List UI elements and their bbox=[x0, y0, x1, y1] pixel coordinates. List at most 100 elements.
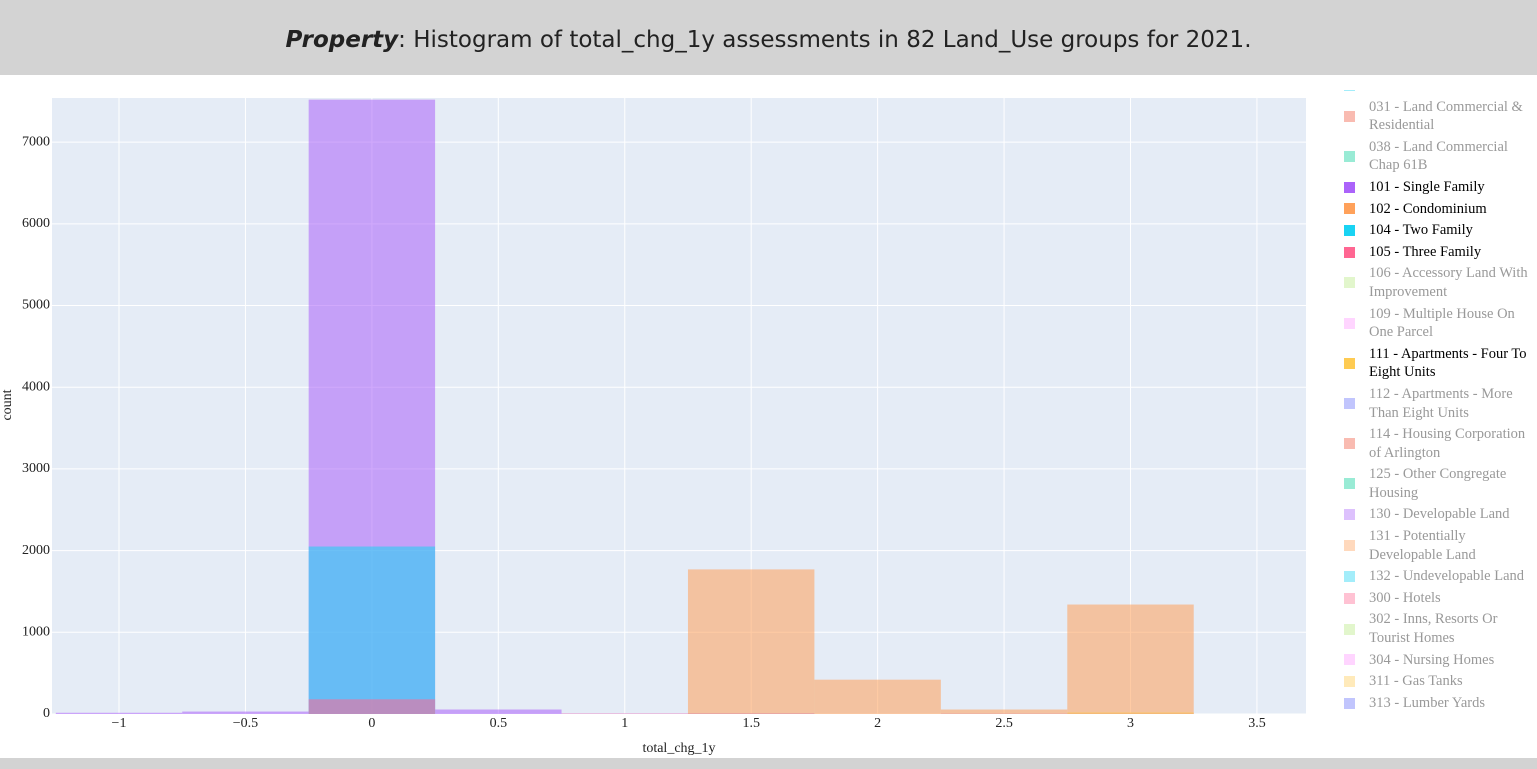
legend-item[interactable]: 300 - Hotels bbox=[1336, 589, 1536, 608]
legend-item[interactable]: 111 - Apartments - Four To Eight Units bbox=[1336, 345, 1536, 382]
legend-item[interactable]: 102 - Condominium bbox=[1336, 200, 1536, 219]
legend-item[interactable]: 302 - Inns, Resorts Or Tourist Homes bbox=[1336, 610, 1536, 647]
legend-item[interactable]: 105 - Three Family bbox=[1336, 243, 1536, 262]
x-tick-label: 3 bbox=[1127, 716, 1134, 731]
footer-bar bbox=[0, 758, 1537, 769]
y-tick-label: 6000 bbox=[22, 216, 50, 231]
legend-label: 130 - Developable Land bbox=[1369, 506, 1510, 523]
legend-marker bbox=[1344, 438, 1355, 450]
legend-label: 302 - Inns, Resorts Or Tourist Homes bbox=[1369, 611, 1498, 647]
x-axis-title: total_chg_1y bbox=[642, 741, 715, 756]
bar bbox=[814, 679, 941, 714]
bar bbox=[55, 712, 183, 714]
y-tick-label: 2000 bbox=[22, 543, 50, 558]
legend-item[interactable]: 132 - Undevelopable Land bbox=[1336, 567, 1536, 586]
legend-label: 038 - Land Commercial Chap 61B bbox=[1369, 138, 1508, 174]
legend-item[interactable]: 131 - Potentially Developable Land bbox=[1336, 527, 1536, 564]
x-tick-label: −0.5 bbox=[233, 716, 258, 731]
legend-marker bbox=[1344, 181, 1355, 193]
bar bbox=[687, 569, 815, 714]
x-tick-label: −1 bbox=[112, 716, 127, 731]
legend-item[interactable]: 311 - Gas Tanks bbox=[1336, 672, 1536, 691]
legend-marker bbox=[1344, 592, 1355, 604]
legend-item[interactable]: 106 - Accessory Land With Improvement bbox=[1336, 264, 1536, 301]
legend-marker bbox=[1344, 697, 1355, 709]
legend-label: 304 - Nursing Homes bbox=[1369, 651, 1495, 668]
legend-marker bbox=[1344, 224, 1355, 236]
legend-label: 131 - Potentially Developable Land bbox=[1369, 528, 1476, 563]
legend-marker bbox=[1344, 654, 1355, 666]
y-tick-label: 5000 bbox=[22, 298, 50, 313]
legend-label: 112 - Apartments - More Than Eight Units bbox=[1369, 385, 1513, 421]
header: Property: Histogram of total_chg_1y asse… bbox=[0, 0, 1537, 75]
legend-item[interactable]: 313 - Lumber Yards bbox=[1336, 694, 1536, 713]
bar bbox=[308, 546, 436, 714]
legend-marker bbox=[1344, 110, 1355, 122]
legend-label: 114 - Housing Corporation of Arlington bbox=[1369, 426, 1526, 461]
x-tick-label: 0.5 bbox=[490, 716, 508, 731]
y-tick-label: 1000 bbox=[22, 625, 50, 640]
chart-title: : Histogram of total_chg_1y assessments … bbox=[398, 27, 1252, 53]
legend-label: 125 - Other Congregate Housing bbox=[1369, 466, 1507, 501]
legend-label: 132 - Undevelopable Land bbox=[1369, 568, 1525, 585]
x-tick-label: 0 bbox=[368, 716, 375, 731]
legend-marker bbox=[1344, 277, 1355, 289]
legend-marker bbox=[1344, 676, 1355, 688]
legend-label: Commercial bbox=[1369, 90, 1529, 95]
x-tick-label: 2.5 bbox=[995, 716, 1013, 731]
bar bbox=[182, 711, 309, 714]
legend-item[interactable]: 112 - Apartments - More Than Eight Units bbox=[1336, 385, 1536, 422]
x-tick-label: 1.5 bbox=[742, 716, 760, 731]
legend-item[interactable]: Commercial bbox=[1336, 90, 1536, 95]
legend-item[interactable]: 101 - Single Family bbox=[1336, 178, 1536, 197]
chart: total_chg_1y count 0 1000 2000 3000 4000 5000… bbox=[0, 98, 1306, 756]
x-tick-label: 1 bbox=[621, 716, 628, 731]
legend-marker bbox=[1344, 623, 1355, 635]
legend-marker bbox=[1344, 246, 1355, 258]
x-tick-label: 2 bbox=[874, 716, 881, 731]
legend-marker bbox=[1344, 203, 1355, 215]
legend-marker bbox=[1344, 90, 1355, 91]
legend-marker bbox=[1344, 150, 1355, 162]
legend-label: 105 - Three Family bbox=[1369, 243, 1482, 260]
legend-marker bbox=[1344, 540, 1355, 552]
legend-label: 031 - Land Commercial & Residential bbox=[1369, 98, 1523, 134]
legend-marker bbox=[1344, 357, 1355, 369]
legend-label: 102 - Condominium bbox=[1369, 200, 1487, 217]
title-emphasis: Property bbox=[285, 27, 399, 53]
y-tick-label: 7000 bbox=[22, 134, 50, 149]
bar bbox=[308, 699, 436, 714]
y-tick-label: 0 bbox=[43, 706, 50, 721]
y-tick-label: 3000 bbox=[22, 461, 50, 476]
legend-item[interactable]: 031 - Land Commercial & Residential bbox=[1336, 98, 1536, 135]
bar bbox=[435, 709, 562, 714]
legend-label: 104 - Two Family bbox=[1369, 222, 1473, 239]
y-tick-label: 4000 bbox=[22, 379, 50, 394]
legend-item[interactable]: 304 - Nursing Homes bbox=[1336, 651, 1536, 670]
legend-label: 109 - Multiple House On One Parcel bbox=[1369, 305, 1515, 341]
y-axis-title: count bbox=[0, 389, 15, 420]
legend-item[interactable]: 130 - Developable Land bbox=[1336, 505, 1536, 524]
legend-label: 111 - Apartments - Four To Eight Units bbox=[1369, 345, 1527, 381]
legend-marker bbox=[1344, 398, 1355, 409]
legend-marker bbox=[1344, 478, 1355, 490]
bar bbox=[1067, 712, 1194, 714]
bar bbox=[1067, 604, 1194, 714]
x-tick-label: 3.5 bbox=[1248, 716, 1266, 731]
legend-item[interactable]: 038 - Land Commercial Chap 61B bbox=[1336, 138, 1536, 175]
legend-marker bbox=[1344, 509, 1355, 521]
legend-label: 106 - Accessory Land With Improvement bbox=[1369, 265, 1528, 300]
legend-marker bbox=[1344, 571, 1355, 583]
legend: Commercial 031 - Land Commercial & Reside… bbox=[1336, 90, 1536, 716]
legend-item[interactable]: 109 - Multiple House On One Parcel bbox=[1336, 305, 1536, 342]
legend-item[interactable]: 125 - Other Congregate Housing bbox=[1336, 465, 1536, 502]
legend-label: 300 - Hotels bbox=[1369, 589, 1441, 606]
bar bbox=[940, 709, 1068, 714]
legend-marker bbox=[1344, 317, 1355, 329]
legend-label: 101 - Single Family bbox=[1369, 178, 1485, 195]
legend-label: 311 - Gas Tanks bbox=[1369, 673, 1463, 690]
legend-item[interactable]: 104 - Two Family bbox=[1336, 221, 1536, 240]
legend-label: 313 - Lumber Yards bbox=[1369, 694, 1485, 711]
legend-item[interactable]: 114 - Housing Corporation of Arlington bbox=[1336, 425, 1536, 462]
